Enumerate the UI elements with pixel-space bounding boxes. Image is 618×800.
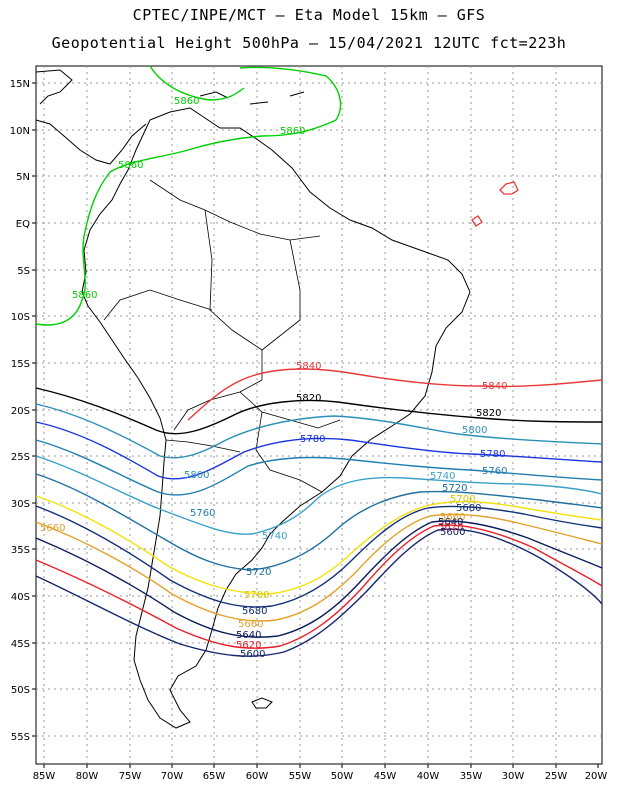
label-5740-b: 5740 — [430, 471, 455, 482]
lon-label: 70W — [161, 771, 184, 782]
lon-label: 30W — [502, 771, 525, 782]
label-5680-b: 5680 — [456, 503, 481, 514]
label-5640-a: 5640 — [236, 630, 261, 641]
contour-5620 — [35, 524, 603, 649]
lon-label: 85W — [33, 771, 56, 782]
lat-label: 50S — [11, 685, 30, 696]
central-america-north — [35, 69, 73, 105]
label-5840-b: 5840 — [482, 381, 507, 392]
longitude-labels: 85W 80W 75W 70W 65W 60W 55W 50W 45W 40W … — [33, 771, 608, 782]
lat-label: 45S — [11, 639, 30, 650]
lat-label: 30S — [11, 499, 30, 510]
label-5620-b: 5620 — [438, 522, 463, 533]
lon-label: 50W — [331, 771, 354, 782]
lat-label: 55S — [11, 732, 30, 743]
label-5700-b: 5700 — [450, 494, 475, 505]
label-5660-a: 5660 — [40, 523, 65, 534]
axis-ticks — [32, 82, 599, 768]
lat-label: 40S — [11, 592, 30, 603]
chart-subtitle: Geopotential Height 500hPa – 15/04/2021 … — [51, 34, 567, 52]
label-5860-d: 5860 — [72, 290, 97, 301]
lat-label: 10N — [10, 126, 30, 137]
contour-5720 — [35, 473, 603, 571]
contour-5680 — [35, 505, 603, 608]
graticule — [36, 66, 602, 764]
lat-label: 5N — [16, 172, 30, 183]
label-5800-b: 5800 — [462, 425, 487, 436]
label-5820-b: 5820 — [476, 408, 501, 419]
label-5620-a: 5620 — [236, 640, 261, 651]
contour-5880-closed-2 — [471, 215, 483, 227]
contour-5640 — [35, 520, 603, 638]
lat-label: 5S — [17, 266, 30, 277]
lon-label: 20W — [585, 771, 608, 782]
label-5720-a: 5720 — [246, 567, 271, 578]
lat-label: 10S — [11, 312, 30, 323]
lon-label: 35W — [460, 771, 483, 782]
lat-label: 35S — [11, 545, 30, 556]
lat-label: EQ — [16, 219, 30, 230]
label-5760-b: 5760 — [482, 466, 507, 477]
south-america-coast — [81, 107, 471, 729]
contour-5860-ne — [149, 65, 245, 101]
contours — [35, 65, 603, 657]
label-5860-a: 5860 — [174, 96, 199, 107]
falkland-islands — [251, 697, 273, 709]
contour-5880-closed — [499, 181, 519, 195]
contour-5860 — [35, 66, 342, 326]
lon-label: 80W — [76, 771, 99, 782]
lon-label: 25W — [545, 771, 568, 782]
central-america-coast — [35, 119, 147, 165]
lon-label: 40W — [417, 771, 440, 782]
label-5600-a: 5600 — [240, 649, 265, 660]
contour-5660 — [35, 513, 603, 622]
label-5780-a: 5780 — [300, 434, 325, 445]
label-5700-a: 5700 — [244, 590, 269, 601]
lat-label: 15N — [10, 79, 30, 90]
contour-5840 — [187, 368, 603, 421]
label-5720-b: 5720 — [442, 483, 467, 494]
contour-5780 — [35, 421, 603, 480]
lon-label: 55W — [289, 771, 312, 782]
lat-label: 25S — [11, 452, 30, 463]
label-5800-a: 5800 — [184, 470, 209, 481]
contour-5740 — [35, 455, 603, 535]
lon-label: 75W — [119, 771, 142, 782]
contour-5800 — [35, 403, 603, 459]
label-5640-b: 5640 — [438, 517, 463, 528]
label-5820-a: 5820 — [296, 393, 321, 404]
caribbean-islands — [199, 91, 305, 105]
label-5860-c: 5860 — [118, 160, 143, 171]
latitude-labels: 15N 10N 5N EQ 5S 10S 15S 20S 25S 30S 35S… — [10, 79, 30, 743]
lat-label: 15S — [11, 359, 30, 370]
label-5660-b: 5660 — [238, 619, 263, 630]
label-5760-a: 5760 — [190, 508, 215, 519]
label-5740-a: 5740 — [262, 531, 287, 542]
label-5780-b: 5780 — [480, 449, 505, 460]
lon-label: 65W — [203, 771, 226, 782]
lat-label: 20S — [11, 406, 30, 417]
lon-label: 60W — [246, 771, 269, 782]
lon-label: 45W — [374, 771, 397, 782]
contour-5600 — [35, 528, 603, 657]
label-5860-b: 5860 — [280, 126, 305, 137]
chart-title: CPTEC/INPE/MCT – Eta Model 15km – GFS — [132, 6, 486, 24]
label-5840-a: 5840 — [296, 361, 321, 372]
label-5600-b: 5600 — [440, 527, 465, 538]
contour-5700 — [35, 495, 603, 595]
label-5660-c: 5660 — [440, 512, 465, 523]
contour-5760 — [35, 439, 603, 496]
label-5680-a: 5680 — [242, 606, 267, 617]
contour-labels: 5860 5860 5860 5860 5840 5840 5820 5820 … — [40, 96, 507, 660]
contour-5820 — [35, 387, 603, 435]
